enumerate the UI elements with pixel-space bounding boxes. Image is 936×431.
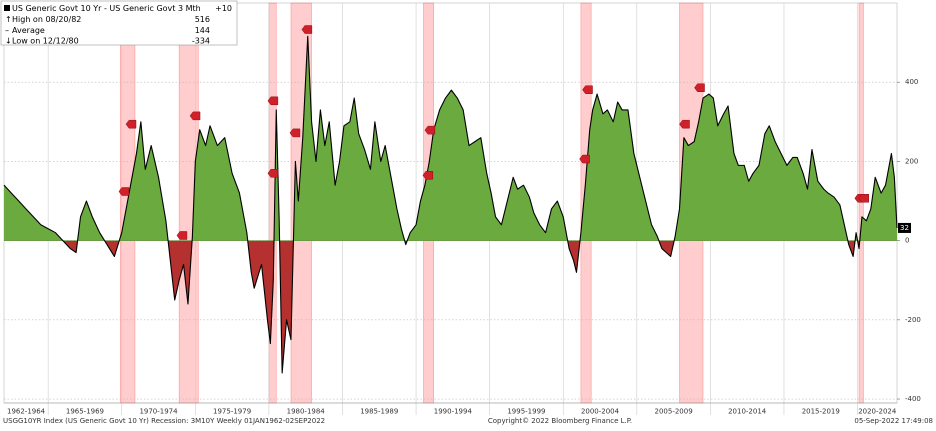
signal-marker <box>267 96 279 106</box>
legend-change: +10 <box>215 4 232 13</box>
x-period-label: 2015-2019 <box>802 408 840 416</box>
legend-row-label: High on 08/20/82 <box>12 15 81 24</box>
signal-marker <box>267 169 279 178</box>
footer-left: USGG10YR Index (US Generic Govt 10 Yr) R… <box>3 417 325 425</box>
legend-series-name: US Generic Govt 10 Yr - US Generic Govt … <box>12 4 201 13</box>
signal-marker <box>694 83 705 93</box>
x-period-label: 1965-1969 <box>66 408 104 416</box>
footer-center: Copyright© 2022 Bloomberg Finance L.P. <box>488 417 632 425</box>
area-layer <box>3 35 898 374</box>
x-period-label: 1985-1989 <box>360 408 398 416</box>
x-period-label: 2010-2014 <box>728 408 767 416</box>
x-period-label: 1995-1999 <box>507 408 545 416</box>
signal-marker <box>679 119 690 129</box>
x-period-label: 1970-1974 <box>139 408 178 416</box>
y-tick-label: 400 <box>905 78 918 86</box>
signal-marker <box>289 128 301 138</box>
y-tick-label: 0 <box>905 237 909 245</box>
footer-right: 05-Sep-2022 17:49:08 <box>854 417 933 425</box>
series-line <box>3 35 898 374</box>
last-value-label: 32 <box>900 224 909 232</box>
positive-area <box>4 36 897 241</box>
signal-marker <box>424 125 436 135</box>
y-tick-label: 200 <box>905 157 918 165</box>
signal-marker <box>579 154 590 164</box>
x-period-label: 1980-1984 <box>287 408 326 416</box>
last-value-box <box>898 222 911 233</box>
legend-symbol: ↑ <box>5 15 12 24</box>
legend-row-label: Low on 12/12/80 <box>12 37 79 46</box>
signal-marker <box>301 25 313 34</box>
signal-marker <box>582 85 593 94</box>
legend-swatch <box>4 5 10 11</box>
legend-symbol: ↓ <box>5 37 12 46</box>
x-period-label: 1990-1994 <box>434 408 473 416</box>
legend-symbol: – <box>5 26 9 35</box>
signal-marker <box>125 119 137 129</box>
signal-marker <box>118 187 130 196</box>
x-period-label: 1962-1964 <box>7 408 46 416</box>
axis-layer: 400 200 0 -200 -400 1962-1964 1965-1969 1970-19… <box>4 78 921 416</box>
legend-row-value: 516 <box>195 15 210 24</box>
legend-row-value: -334 <box>192 37 210 46</box>
legend-box <box>0 0 238 46</box>
recession-band <box>858 2 864 404</box>
y-tick-label: -400 <box>905 395 921 403</box>
x-period-label: 2005-2009 <box>655 408 693 416</box>
x-period-label: 2000-2004 <box>581 408 620 416</box>
signal-marker <box>422 171 434 180</box>
legend: US Generic Govt 10 Yr - US Generic Govt … <box>0 0 238 46</box>
signal-marker <box>858 193 869 203</box>
legend-row-label: Average <box>12 26 45 35</box>
signal-marker <box>176 231 188 240</box>
legend-row-value: 144 <box>195 26 210 35</box>
signal-layer <box>118 25 869 240</box>
x-period-label: 2020-2024 <box>858 408 897 416</box>
x-period-label: 1975-1979 <box>213 408 251 416</box>
y-tick-label: -200 <box>905 316 921 324</box>
signal-marker <box>189 111 201 121</box>
